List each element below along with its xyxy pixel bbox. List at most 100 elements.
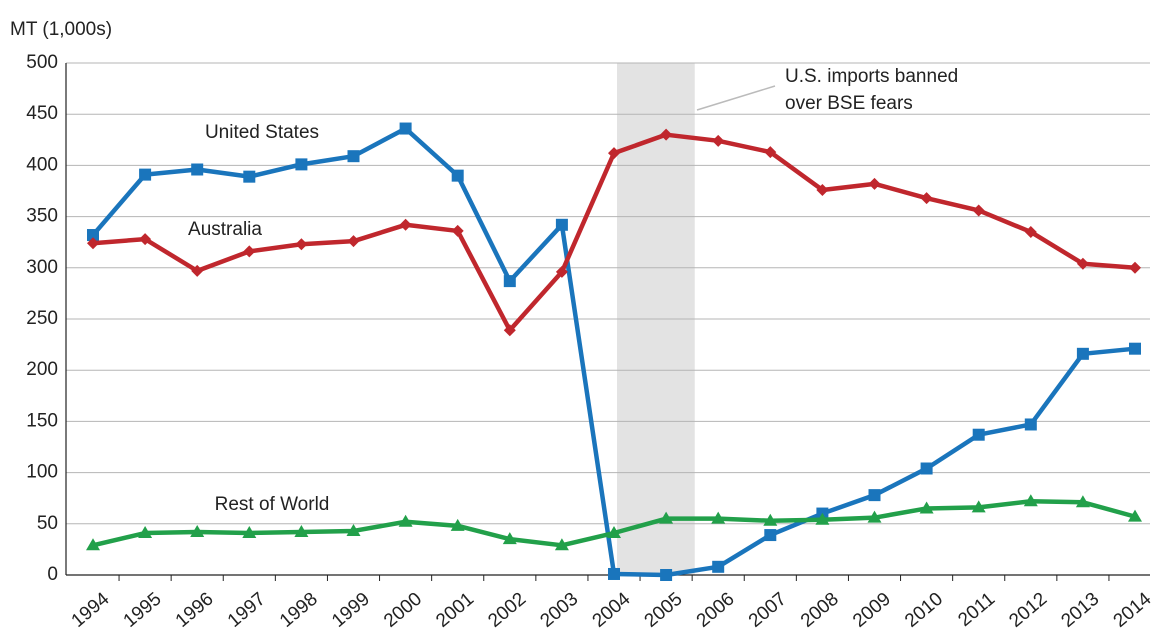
marker <box>346 523 361 536</box>
marker <box>555 218 568 231</box>
marker <box>451 169 464 182</box>
x-tick-label: 2013 <box>1057 589 1103 632</box>
marker <box>972 428 985 441</box>
marker <box>660 569 673 581</box>
marker <box>139 233 152 246</box>
marker <box>971 500 986 513</box>
marker <box>660 128 673 141</box>
marker <box>659 511 674 524</box>
y-tick-label: 100 <box>26 462 58 483</box>
y-tick-label: 450 <box>26 103 58 124</box>
marker <box>763 513 778 526</box>
marker <box>815 512 830 525</box>
marker <box>294 524 309 537</box>
marker <box>608 147 620 160</box>
marker <box>554 538 569 551</box>
marker <box>1129 261 1141 274</box>
y-tick-label: 350 <box>26 206 58 227</box>
marker <box>295 238 308 251</box>
series-label: Rest of World <box>215 494 330 515</box>
marker <box>450 518 465 531</box>
marker <box>451 224 464 237</box>
marker <box>868 177 881 190</box>
x-tick-label: 2008 <box>797 589 843 632</box>
x-tick-label: 2004 <box>589 588 635 632</box>
marker <box>868 489 881 502</box>
x-tick-label: 2010 <box>901 589 947 632</box>
marker <box>139 168 152 181</box>
marker <box>1076 347 1089 360</box>
marker <box>138 526 153 539</box>
marker <box>1024 225 1037 238</box>
x-tick-label: 2006 <box>693 589 739 632</box>
marker <box>764 146 777 159</box>
marker <box>86 538 100 551</box>
y-tick-label: 0 <box>47 564 58 585</box>
x-tick-label: 1999 <box>328 589 374 632</box>
marker <box>1024 418 1037 431</box>
x-tick-label: 2002 <box>484 589 530 632</box>
x-tick-label: 2011 <box>954 589 999 631</box>
marker <box>347 235 360 248</box>
x-tick-label: 2009 <box>849 589 895 632</box>
y-tick-label: 50 <box>37 513 58 534</box>
series-label: United States <box>205 122 319 143</box>
marker <box>295 158 308 171</box>
y-tick-label: 500 <box>26 52 58 73</box>
marker <box>399 122 412 135</box>
x-tick-label: 2014 <box>1110 588 1153 632</box>
x-tick-label: 2005 <box>641 589 687 632</box>
marker <box>1128 509 1142 522</box>
marker <box>87 229 99 242</box>
marker <box>867 510 882 523</box>
marker <box>816 183 829 196</box>
marker <box>712 134 725 147</box>
marker <box>243 170 256 183</box>
marker <box>191 163 204 176</box>
marker <box>347 150 360 163</box>
marker <box>399 218 412 231</box>
marker <box>191 264 204 277</box>
marker <box>712 560 725 573</box>
marker <box>764 529 777 542</box>
marker <box>503 324 516 337</box>
y-axis-label: MT (1,000s) <box>10 19 112 40</box>
y-tick-label: 300 <box>26 257 58 278</box>
marker <box>1075 495 1090 508</box>
marker <box>503 275 516 288</box>
annotation: U.S. imports banned <box>785 66 958 87</box>
x-tick-label: 2003 <box>536 589 582 632</box>
marker <box>920 192 933 205</box>
marker <box>190 524 205 537</box>
series-label: Australia <box>188 219 262 240</box>
x-tick-label: 1997 <box>224 589 270 632</box>
marker <box>1129 342 1141 355</box>
x-tick-label: 1995 <box>120 589 166 632</box>
y-tick-label: 150 <box>26 410 58 431</box>
marker <box>607 526 621 539</box>
marker <box>1076 257 1089 270</box>
x-tick-label: 2000 <box>380 589 426 632</box>
marker <box>919 501 934 514</box>
marker <box>242 526 257 539</box>
y-tick-label: 400 <box>26 154 58 175</box>
marker <box>87 237 99 250</box>
x-tick-label: 2007 <box>745 589 791 632</box>
marker <box>398 514 413 527</box>
marker <box>1023 494 1038 507</box>
x-tick-label: 1996 <box>172 589 218 632</box>
y-tick-label: 250 <box>26 308 58 329</box>
x-tick-label: 1998 <box>276 589 322 632</box>
marker <box>502 532 517 545</box>
annotation-leader <box>696 85 776 111</box>
x-tick-label: 2012 <box>1005 589 1051 632</box>
x-tick-label: 1994 <box>68 588 114 632</box>
x-tick-label: 2001 <box>432 589 478 632</box>
marker <box>920 462 933 475</box>
marker <box>243 245 256 258</box>
marker <box>608 567 620 580</box>
marker <box>711 511 726 524</box>
marker <box>972 204 985 217</box>
y-tick-label: 200 <box>26 359 58 380</box>
